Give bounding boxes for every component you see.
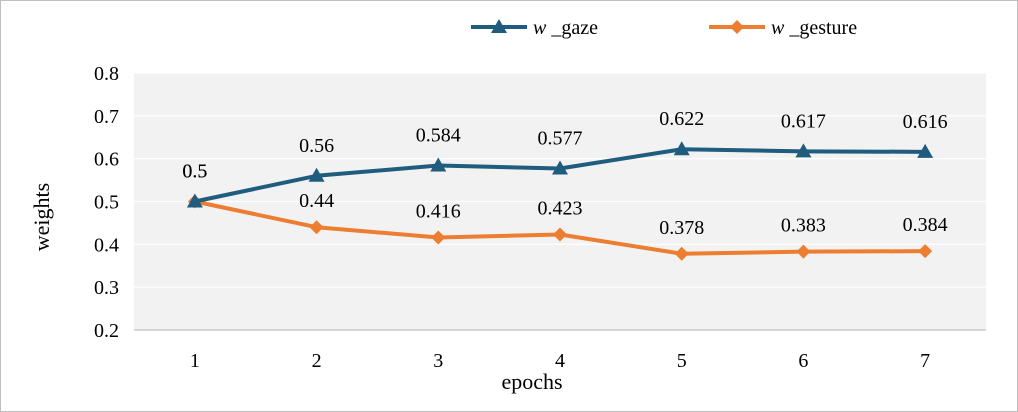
data-label: 0.617 [781,110,826,132]
y-tick-label: 0.3 [94,277,119,299]
data-label: 0.577 [538,128,583,150]
x-tick-label: 2 [312,350,322,372]
data-label: 0.383 [781,215,826,237]
y-tick-label: 0.7 [94,106,119,128]
x-axis-ticks: 1 2 3 4 5 6 7 [190,350,930,372]
x-tick-label: 3 [433,350,443,372]
y-tick-label: 0.4 [94,234,119,256]
data-point [795,143,812,158]
x-tick-label: 6 [798,350,808,372]
series-gaze [186,141,934,208]
data-label: 0.584 [416,125,461,147]
gridlines [134,72,986,331]
data-point [674,246,689,261]
data-point [430,157,447,172]
data-label: 0.5 [182,161,207,183]
data-point [186,193,203,208]
y-axis-ticks: 0.2 0.3 0.4 0.5 0.6 0.7 0.8 [94,63,119,342]
x-tick-label: 1 [190,350,200,372]
data-point [673,141,690,156]
data-label: 0.384 [903,214,948,236]
x-tick-label: 5 [677,350,687,372]
x-tick-label: 4 [555,350,565,372]
data-label: 0.44 [299,190,334,212]
y-tick-label: 0.5 [94,192,119,214]
data-label: 0.616 [903,111,948,133]
x-tick-label: 7 [920,350,930,372]
y-tick-label: 0.8 [94,63,119,85]
data-label: 0.622 [659,108,704,130]
legend-marker [491,19,507,33]
data-point [309,220,324,235]
data-point [552,160,568,175]
legend-item: w _gesture [709,17,857,39]
data-point [431,230,446,245]
series-group [186,141,934,261]
legend-label: w _gaze [533,17,598,39]
data-label: 0.378 [659,217,704,239]
data-label: 0.423 [538,197,583,219]
data-label: 0.5 [182,161,207,183]
legend-marker [730,20,744,34]
legend-item: w _gaze [471,17,598,39]
data-point [918,244,933,259]
y-tick-label: 0.2 [94,320,119,342]
data-point [796,244,811,259]
data-label: 0.56 [299,135,334,157]
legend: w _gaze w _gesture [471,17,857,39]
y-tick-label: 0.6 [94,149,119,171]
y-axis-title: weights [29,183,54,251]
data-point [917,143,934,158]
legend-label: w _gesture [771,17,857,39]
x-axis-title: epochs [501,369,562,394]
data-label: 0.416 [416,200,461,222]
data-point [553,227,567,242]
data-point [308,167,325,182]
